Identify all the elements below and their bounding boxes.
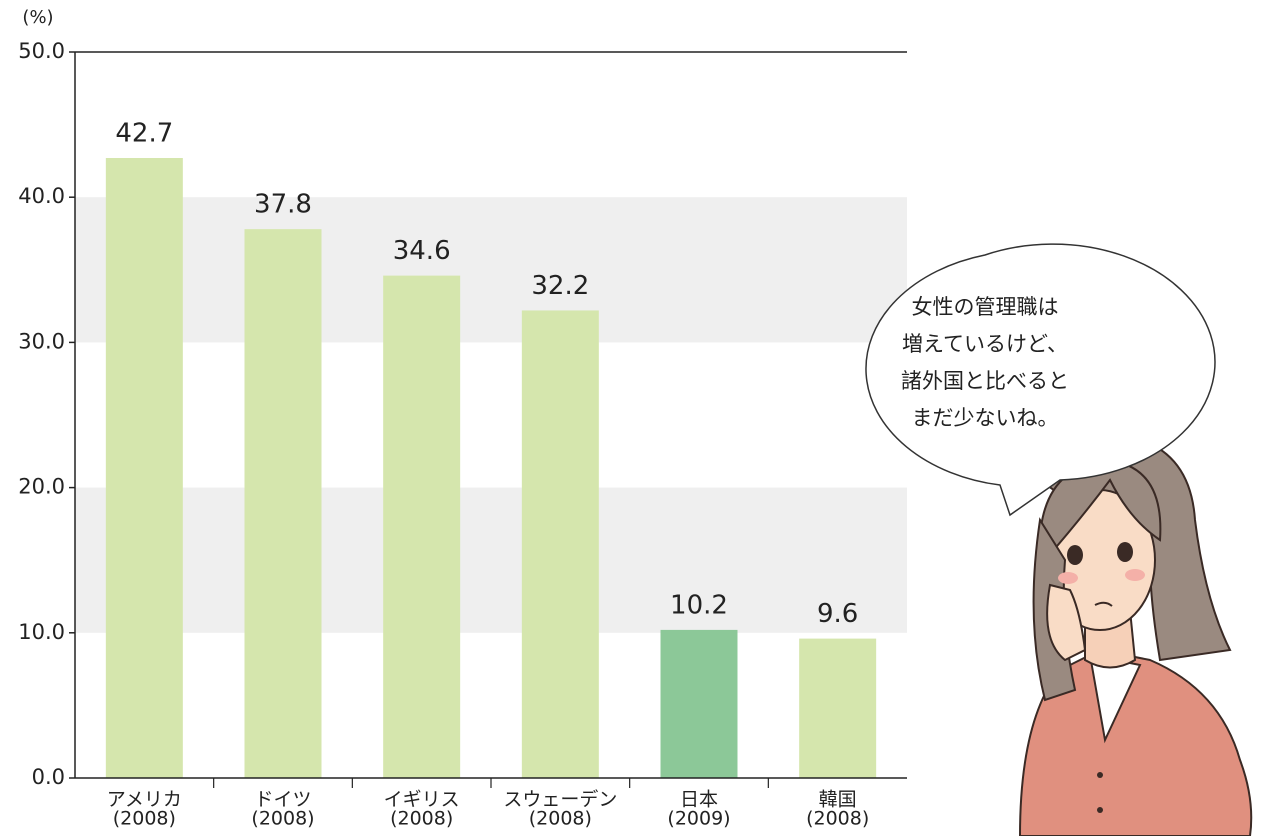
value-label: 9.6 (817, 599, 858, 629)
value-label: 32.2 (531, 271, 589, 301)
y-tick-label: 10.0 (18, 620, 65, 644)
bar (799, 639, 876, 778)
x-tick-label: (2008) (251, 808, 314, 830)
value-label: 42.7 (115, 118, 173, 148)
bar (661, 630, 738, 778)
y-tick-label: 20.0 (18, 475, 65, 499)
y-unit: (%) (22, 7, 53, 28)
illustration (1020, 435, 1251, 836)
bubble-line: 女性の管理職は (912, 295, 1059, 319)
bar (245, 229, 322, 778)
y-tick-label: 30.0 (18, 329, 65, 353)
grid-band (75, 488, 907, 633)
value-label: 37.8 (254, 190, 312, 220)
x-tick-label: (2008) (390, 808, 453, 830)
x-tick-label: (2009) (667, 808, 730, 830)
bands (75, 197, 907, 633)
bar (383, 276, 460, 778)
grid-band (75, 197, 907, 342)
bubble-line: 諸外国と比べると (901, 369, 1069, 393)
x-tick-label: (2008) (806, 808, 869, 830)
x-tick-label: (2008) (113, 808, 176, 830)
page: {"chart_data": {"type": "bar", "y_unit_l… (0, 0, 1275, 836)
y-tick-label: 40.0 (18, 184, 65, 208)
value-label: 34.6 (393, 236, 451, 266)
y-tick-label: 0.0 (32, 765, 65, 789)
bubble-line: 増えているけど、 (902, 332, 1068, 356)
y-tick-label: 50.0 (18, 39, 65, 63)
bubble-line: まだ少ないね。 (912, 406, 1059, 430)
x-tick-label: (2008) (529, 808, 592, 830)
bar (106, 158, 183, 778)
chart: (%) 女性の管理職は増えているけど、諸外国と比べるとまだ少ないね。 0.0 10… (0, 0, 1275, 836)
bar (522, 310, 599, 778)
value-label: 10.2 (670, 590, 728, 620)
